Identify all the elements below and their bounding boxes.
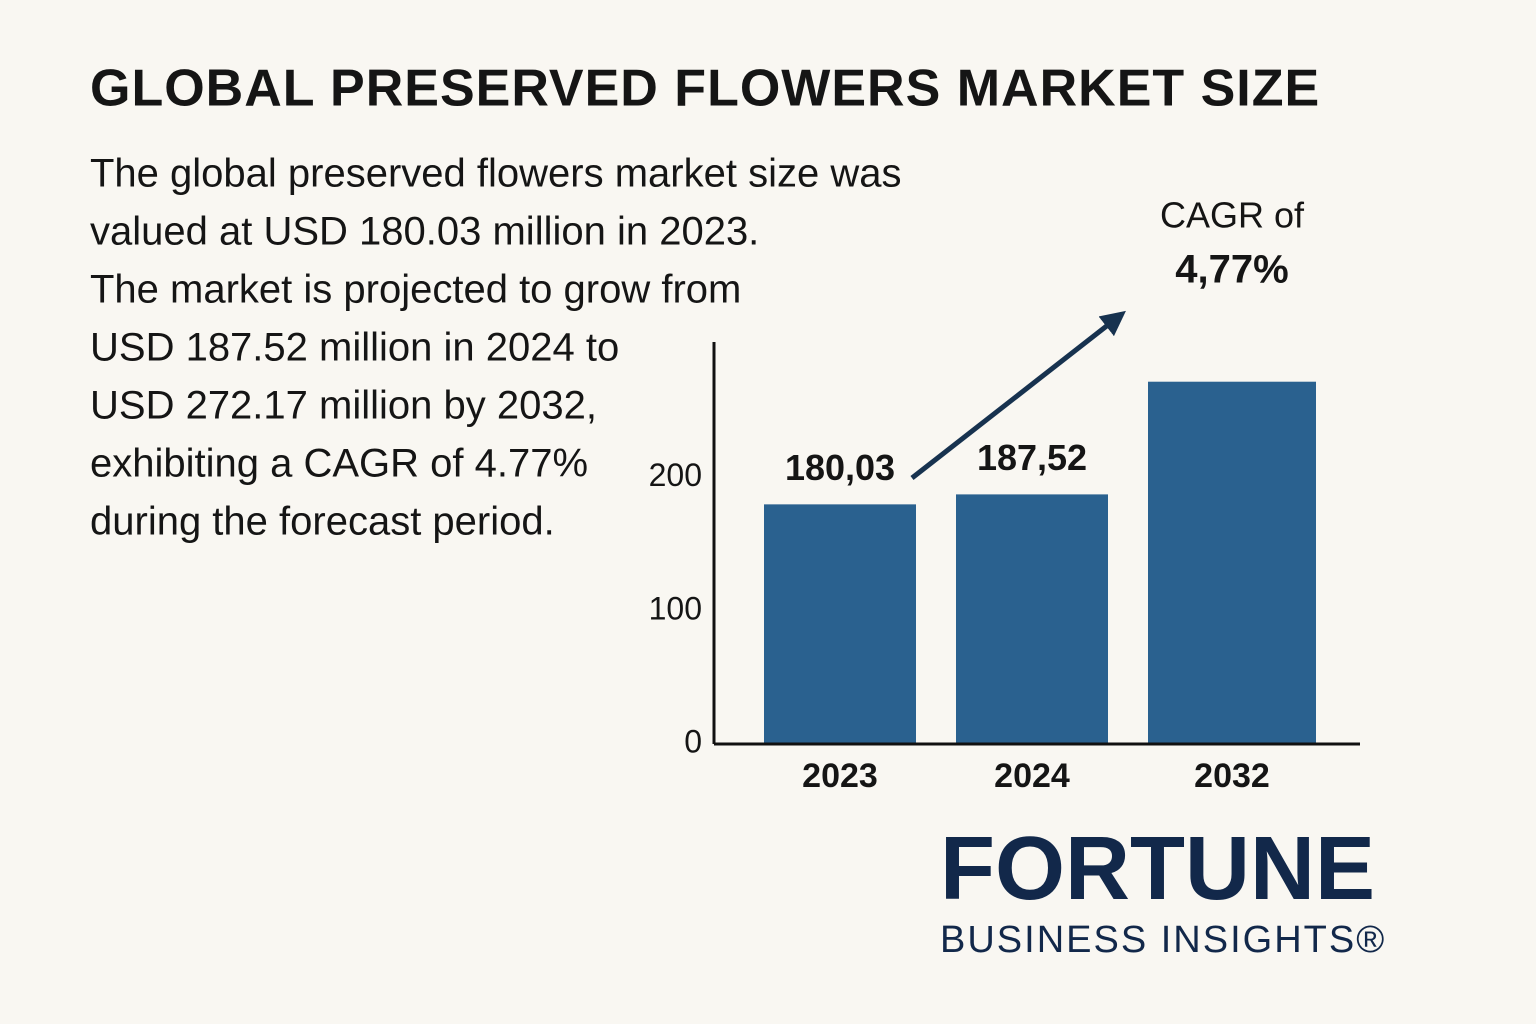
y-tick-label: 200	[649, 457, 702, 493]
growth-arrow	[910, 310, 1126, 480]
brand-name: FORTUNE	[940, 819, 1375, 919]
description-line: USD 187.52 million in 2024 to	[90, 326, 619, 370]
description-line: valued at USD 180.03 million in 2023.	[90, 210, 759, 254]
y-tick-label: 0	[684, 723, 702, 759]
brand-tagline: BUSINESS INSIGHTS®	[940, 919, 1386, 961]
value-label: 180,03	[785, 447, 895, 488]
y-tick-label: 100	[649, 590, 702, 626]
value-label: 187,52	[977, 437, 1087, 478]
description-line: USD 272.17 million by 2032,	[90, 384, 597, 428]
cagr-label: CAGR of	[1160, 195, 1305, 236]
bar	[764, 504, 916, 744]
bar	[1148, 381, 1316, 744]
title: GLOBAL PRESERVED FLOWERS MARKET SIZE	[90, 60, 1320, 118]
description-line: The global preserved flowers market size…	[90, 152, 901, 196]
cagr-value: 4,77%	[1175, 248, 1288, 292]
description-line: The market is projected to grow from	[90, 268, 741, 312]
bar	[956, 494, 1108, 744]
x-tick-label: 2024	[994, 757, 1070, 795]
x-tick-label: 2023	[802, 757, 878, 795]
description-line: during the forecast period.	[90, 500, 555, 544]
x-tick-label: 2032	[1194, 757, 1270, 795]
description-line: exhibiting a CAGR of 4.77%	[90, 442, 588, 486]
